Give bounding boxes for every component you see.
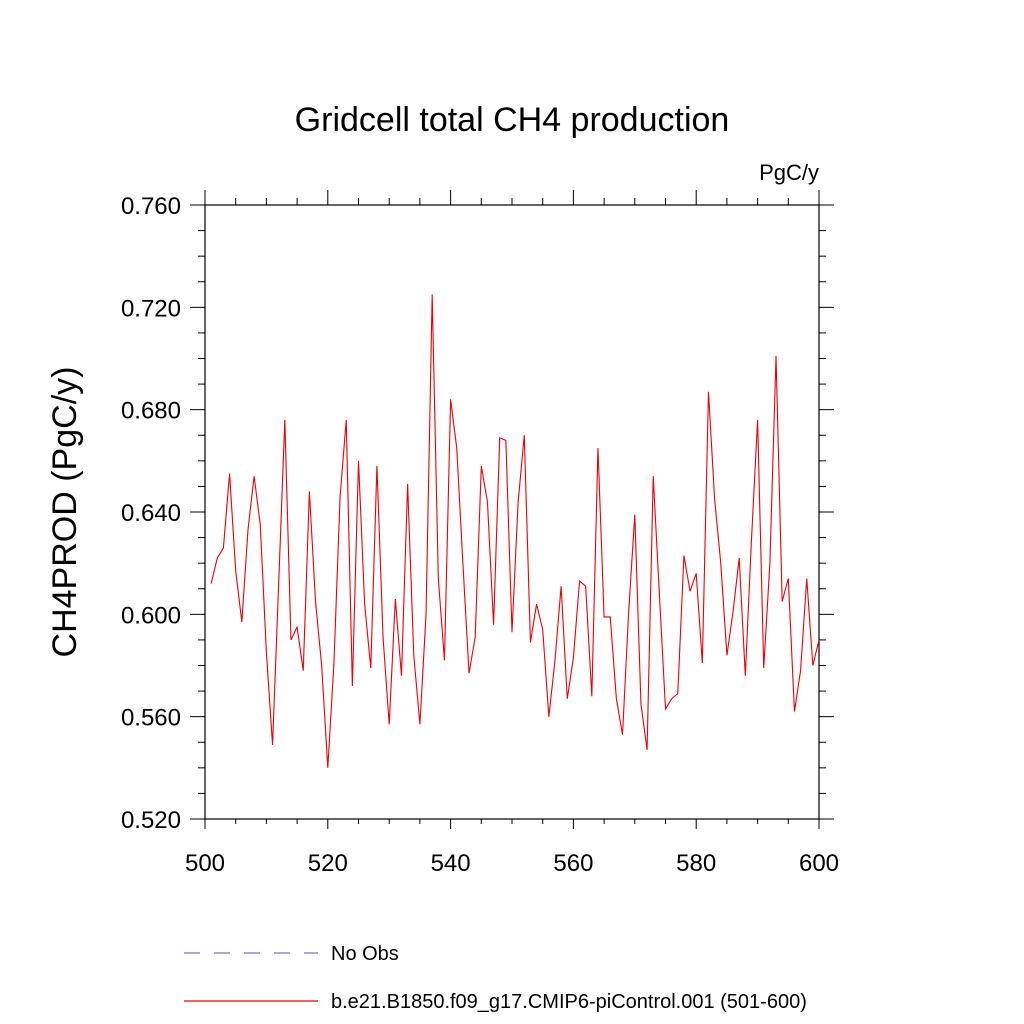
y-axis-label: CH4PROD (PgC/y) (46, 367, 84, 658)
plot-frame (204, 204, 820, 820)
y-tick-label: 0.760 (121, 193, 181, 220)
y-tick-label: 0.600 (121, 602, 181, 629)
series-line (210, 294, 820, 768)
x-tick-label: 580 (676, 850, 716, 877)
legend: No Obs b.e21.B1850.f09_g17.CMIP6-piContr… (184, 943, 807, 1013)
series-layer (210, 294, 820, 768)
x-tick-label: 520 (308, 850, 348, 877)
chart-title: Gridcell total CH4 production (295, 101, 730, 139)
x-tick-label: 540 (431, 850, 471, 877)
x-tick-label: 500 (185, 850, 225, 877)
y-axis: 0.520 0.560 0.600 0.640 0.680 0.720 0.760 (121, 193, 834, 834)
x-tick-label: 600 (799, 850, 839, 877)
units-label: PgC/y (759, 160, 819, 185)
legend-label-control-run: b.e21.B1850.f09_g17.CMIP6-piControl.001 … (331, 991, 807, 1013)
y-tick-label: 0.720 (121, 295, 181, 322)
x-tick-label: 560 (553, 850, 593, 877)
y-tick-label: 0.560 (121, 705, 181, 732)
legend-label-no-obs: No Obs (331, 943, 399, 965)
x-axis: 500 520 540 560 580 600 (185, 190, 839, 877)
y-tick-label: 0.680 (121, 398, 181, 425)
y-tick-label: 0.640 (121, 500, 181, 527)
y-tick-label: 0.520 (121, 807, 181, 834)
